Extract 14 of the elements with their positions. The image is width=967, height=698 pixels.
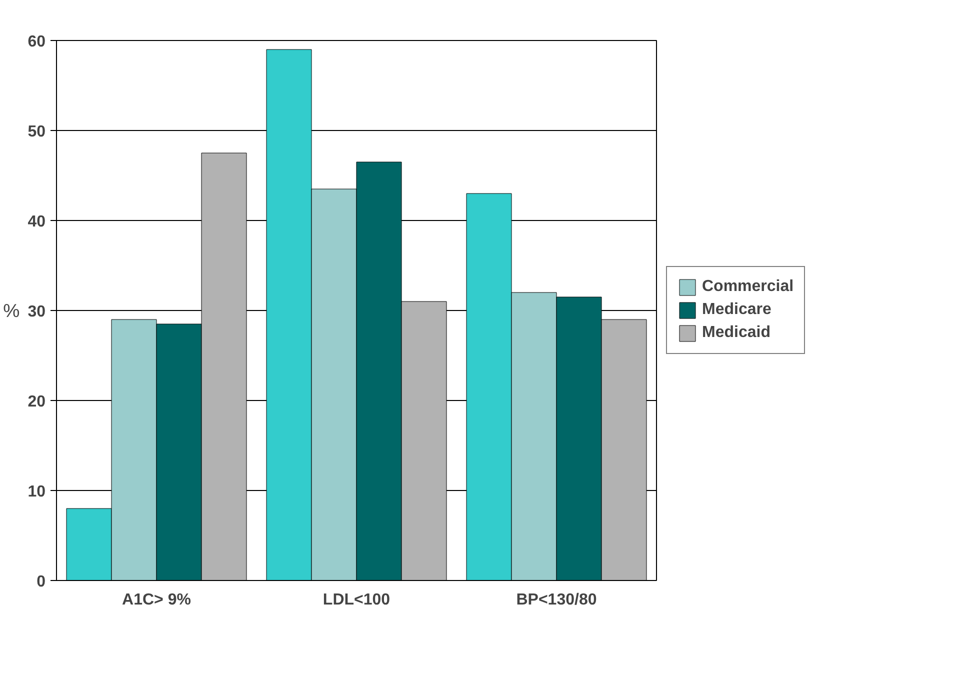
y-tick-label: 50 (28, 124, 46, 140)
x-tick-label: LDL<100 (322, 592, 390, 608)
y-tick-label: 0 (36, 574, 46, 590)
y-tick-label: 40 (28, 214, 46, 230)
y-tick-label: 60 (28, 34, 46, 50)
y-tick-label: 30 (28, 304, 46, 320)
y-tick-label: 10 (28, 484, 46, 500)
legend-label: Medicaid (702, 324, 770, 342)
x-tick-label: BP<130/80 (516, 592, 597, 608)
y-tick-label: 20 (28, 394, 46, 410)
legend-label: Medicare (702, 301, 772, 319)
y-axis-title: % (3, 300, 20, 321)
legend-label: Commercial (702, 278, 794, 296)
x-tick-label: A1C> 9% (122, 592, 191, 608)
